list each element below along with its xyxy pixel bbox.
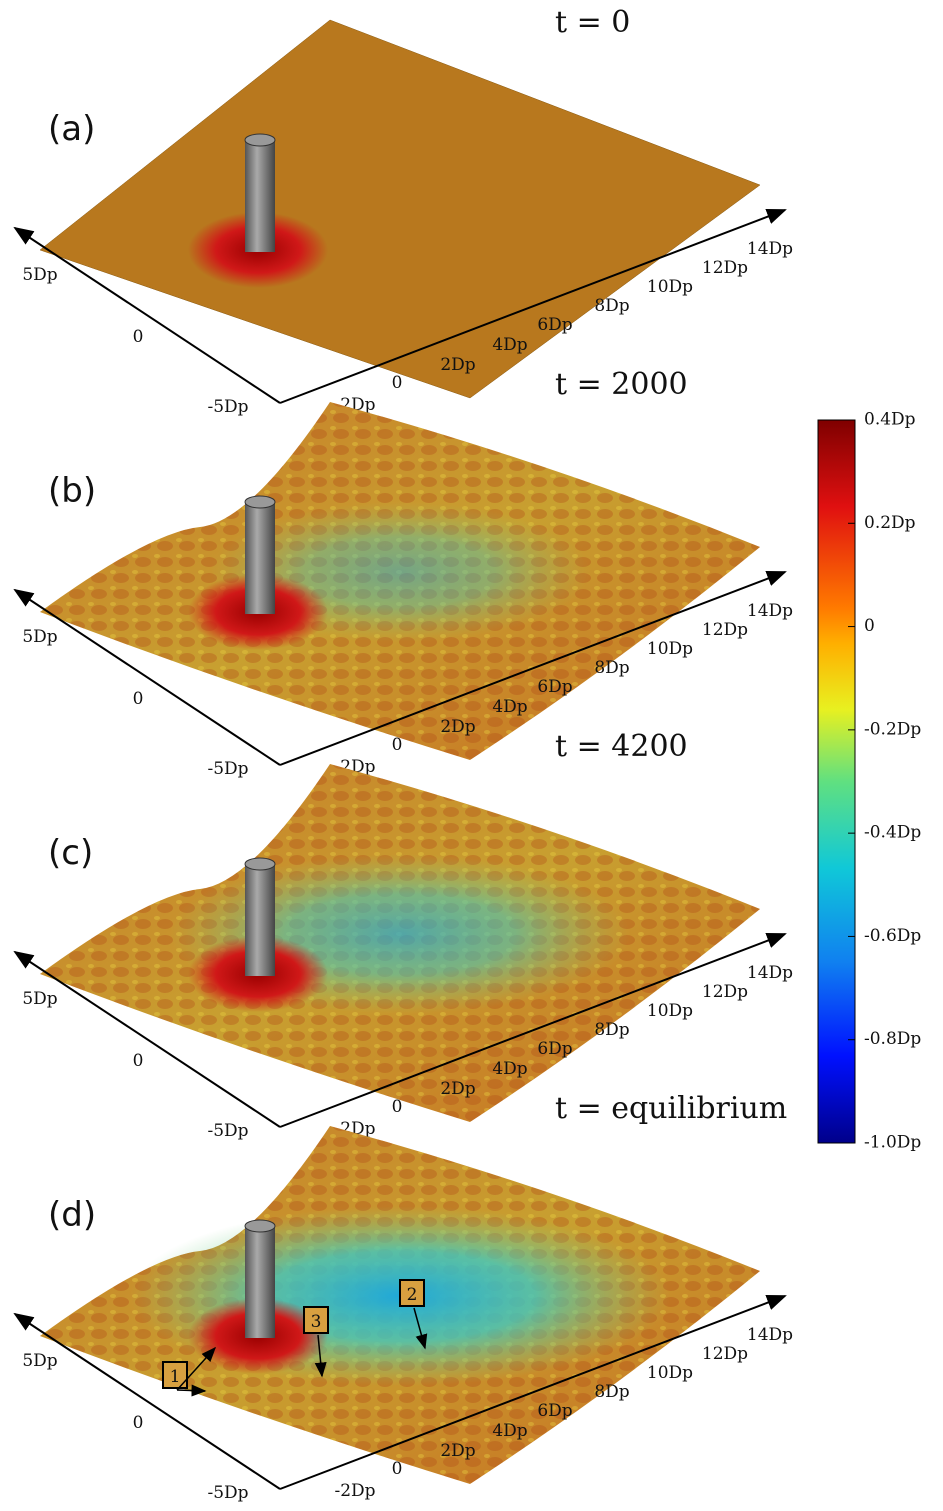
- colorbar-tick-label: -0.4Dp: [864, 823, 921, 843]
- time-label: t = 4200: [555, 729, 688, 764]
- pile: [245, 502, 275, 614]
- x-tick-label: 6Dp: [537, 315, 572, 335]
- pile: [245, 864, 275, 976]
- annotation-arrow: [176, 1346, 217, 1391]
- panels: -2Dp02Dp4Dp6Dp8Dp10Dp12Dp14Dp-5Dp05Dp(a)…: [13, 5, 793, 1503]
- x-tick-label: 14Dp: [747, 963, 793, 983]
- x-tick-label: 10Dp: [647, 639, 693, 659]
- colorbar-ticks: 0.4Dp 0.2Dp 0 -0.2Dp -0.4Dp -0.6Dp -0.8Dp -1.0D…: [848, 410, 921, 1153]
- x-axis: [279, 932, 787, 1128]
- y-tick-label: 0: [133, 689, 144, 709]
- colorbar-tick-label: 0.4Dp: [864, 410, 916, 430]
- panel-label: (b): [48, 471, 96, 511]
- pile-top: [244, 495, 276, 509]
- annotation-box: [399, 1279, 425, 1307]
- x-tick-label: 4Dp: [492, 1421, 527, 1441]
- y-axis: [13, 950, 281, 1128]
- x-tick-label: 4Dp: [492, 697, 527, 717]
- annotation-arrow: [176, 1384, 207, 1397]
- x-tick-label: 12Dp: [702, 982, 748, 1002]
- colorbar-tick-label: 0.2Dp: [864, 513, 916, 533]
- annotation: 3: [311, 1312, 322, 1332]
- colorbar-tick-label: -0.8Dp: [864, 1029, 921, 1049]
- x-tick-label: 10Dp: [647, 277, 693, 297]
- pile: [245, 1226, 275, 1338]
- x-tick-label: 12Dp: [702, 1344, 748, 1364]
- x-tick-label: 0: [392, 735, 403, 755]
- y-tick-label: 0: [133, 327, 144, 347]
- x-tick-label: 14Dp: [747, 239, 793, 259]
- time-label: t = 2000: [555, 367, 688, 402]
- x-tick-label: -2Dp: [334, 1481, 375, 1501]
- x-axis: [279, 1294, 787, 1490]
- y-axis: [13, 1312, 281, 1490]
- y-tick-label: 5Dp: [22, 1351, 57, 1371]
- annotation-arrow: [413, 1307, 428, 1350]
- x-axis: [279, 208, 787, 404]
- x-tick-label: 0: [392, 1459, 403, 1479]
- x-tick-label: 10Dp: [647, 1363, 693, 1383]
- pile-top: [244, 133, 276, 147]
- annotation: 2: [407, 1285, 418, 1305]
- x-tick-label: 14Dp: [747, 1325, 793, 1345]
- time-label: t = equilibrium: [555, 1091, 787, 1126]
- x-tick-label: 8Dp: [594, 658, 629, 678]
- x-tick-label: 8Dp: [594, 296, 629, 316]
- x-tick-label: 2Dp: [440, 717, 475, 737]
- x-axis: [279, 570, 787, 766]
- panel-label: (c): [48, 833, 93, 873]
- y-tick-label: 0: [133, 1051, 144, 1071]
- y-tick-label: 5Dp: [22, 627, 57, 647]
- annotation: 1: [170, 1367, 181, 1387]
- pile-top: [244, 857, 276, 871]
- pile-top: [244, 1219, 276, 1233]
- y-tick-label: -5Dp: [207, 1483, 248, 1503]
- colorbar-tick-label: -1.0Dp: [864, 1133, 921, 1153]
- x-tick-label: 4Dp: [492, 335, 527, 355]
- y-tick-label: -5Dp: [207, 397, 248, 417]
- x-tick-label: 6Dp: [537, 1039, 572, 1059]
- y-tick-label: 5Dp: [22, 265, 57, 285]
- x-tick-label: 6Dp: [537, 677, 572, 697]
- panel-label: (a): [48, 109, 95, 149]
- colorbar: [817, 419, 856, 1144]
- y-axis: [13, 226, 281, 404]
- annotation-arrow: [314, 1334, 327, 1378]
- x-tick-label: 2Dp: [440, 1441, 475, 1461]
- x-tick-label: 12Dp: [702, 258, 748, 278]
- y-axis: [13, 588, 281, 766]
- y-tick-label: 0: [133, 1413, 144, 1433]
- x-tick-label: 6Dp: [537, 1401, 572, 1421]
- x-tick-label: 8Dp: [594, 1020, 629, 1040]
- x-tick-label: 0: [392, 373, 403, 393]
- y-tick-label: -5Dp: [207, 1121, 248, 1141]
- x-tick-label: 12Dp: [702, 620, 748, 640]
- x-tick-label: 8Dp: [594, 1382, 629, 1402]
- annotation-box: [303, 1306, 329, 1334]
- y-tick-label: 5Dp: [22, 989, 57, 1009]
- x-tick-label: 4Dp: [492, 1059, 527, 1079]
- x-tick-label: 0: [392, 1097, 403, 1117]
- surface: [39, 19, 761, 399]
- x-tick-label: 2Dp: [440, 355, 475, 375]
- x-tick-label: 2Dp: [440, 1079, 475, 1099]
- panel-label: (d): [48, 1195, 96, 1235]
- y-tick-label: -5Dp: [207, 759, 248, 779]
- colorbar-tick-label: 0: [864, 616, 875, 636]
- panel: -2Dp02Dp4Dp6Dp8Dp10Dp12Dp14Dp-5Dp05Dp(c)…: [13, 729, 793, 1141]
- colorbar-tick-label: -0.6Dp: [864, 926, 921, 946]
- pile: [245, 140, 275, 252]
- colorbar-tick-label: -0.2Dp: [864, 719, 921, 739]
- x-tick-label: 10Dp: [647, 1001, 693, 1021]
- panel: -2Dp02Dp4Dp6Dp8Dp10Dp12Dp14Dp-5Dp05Dp(b)…: [13, 367, 793, 779]
- time-label: t = 0: [555, 5, 630, 40]
- x-tick-label: 14Dp: [747, 601, 793, 621]
- panel: -2Dp02Dp4Dp6Dp8Dp10Dp12Dp14Dp-5Dp05Dp(a)…: [13, 5, 793, 417]
